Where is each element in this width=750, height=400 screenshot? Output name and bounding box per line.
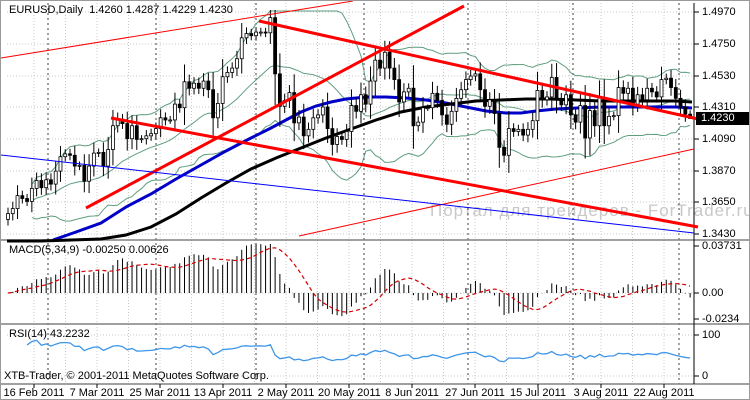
current-price-tag: 1.4230	[696, 112, 749, 125]
thin-red-ascending-upper	[1, 1, 354, 59]
date-axis-label[interactable]: 15 Jul 2011	[509, 387, 567, 399]
date-axis-label[interactable]: 8 Jun 2011	[385, 387, 439, 399]
bollinger-lower-band	[31, 119, 691, 222]
date-axis-label[interactable]: 13 Apr 2011	[193, 387, 253, 399]
copyright-text: XTB-Trader, © 2001-2011 MetaQuotes Softw…	[4, 370, 269, 382]
thick-red-descending-resistance	[258, 19, 699, 121]
thick-red-descending-channel	[110, 116, 699, 229]
macd-axis-label: 0.03731	[702, 240, 742, 252]
macd-axis-label: 0.00	[702, 287, 724, 299]
chart-title: EURUSD,Daily 1.4260 1.4287 1.4229 1.4230	[9, 4, 233, 16]
panel-separators	[1, 3, 749, 385]
price-axis-label[interactable]: 1.3650	[702, 196, 736, 208]
gridlines	[7, 3, 694, 384]
rsi-indicator-label: RSI(14) 43.2232	[9, 328, 90, 340]
price-axis-label[interactable]: 1.4970	[702, 6, 736, 18]
date-axis-label[interactable]: 16 Feb 2011	[3, 387, 65, 399]
price-axis-label[interactable]: 1.3870	[702, 165, 736, 177]
date-axis-label[interactable]: 20 May 2011	[318, 387, 381, 399]
price-axis-label[interactable]: 1.3430	[702, 228, 736, 240]
macd-panel	[7, 244, 691, 317]
candlestick-series	[6, 10, 693, 226]
ma-black	[7, 97, 693, 243]
date-axis-label[interactable]: 3 Aug 2011	[573, 387, 629, 399]
rsi-axis-label: 0	[702, 370, 709, 382]
rsi-axis-label: 100	[702, 329, 721, 341]
price-axis-label[interactable]: 1.4750	[702, 38, 736, 50]
thick-red-ascending-support	[85, 4, 465, 210]
price-axis-label[interactable]: 1.4530	[702, 70, 736, 82]
watermark: Портал для трейдеров - ForTrader.ru	[430, 201, 750, 220]
price-axis-label[interactable]: 1.4090	[702, 133, 736, 145]
macd-axis-label: -0.0234	[702, 313, 740, 325]
rsi-line	[26, 339, 691, 363]
date-axis-label[interactable]: 7 Mar 2011	[69, 387, 125, 399]
bollinger-upper-band	[31, 10, 691, 185]
trendlines	[1, 1, 699, 237]
macd-indicator-label: MACD(5,34,9) -0.00250 0.00626	[9, 244, 169, 256]
axis-ticks	[33, 11, 699, 388]
macd-signal-line	[7, 247, 691, 313]
date-axis-label[interactable]: 27 Jun 2011	[445, 387, 505, 399]
date-axis-label[interactable]: 22 Aug 2011	[633, 387, 695, 399]
price-axis-label[interactable]: 1.4310	[702, 101, 736, 113]
thin-blue-descending	[1, 154, 695, 234]
date-axis-label[interactable]: 25 Mar 2011	[129, 387, 191, 399]
thin-red-ascending-lower	[298, 148, 695, 237]
date-axis-label[interactable]: 2 May 2011	[257, 387, 315, 399]
